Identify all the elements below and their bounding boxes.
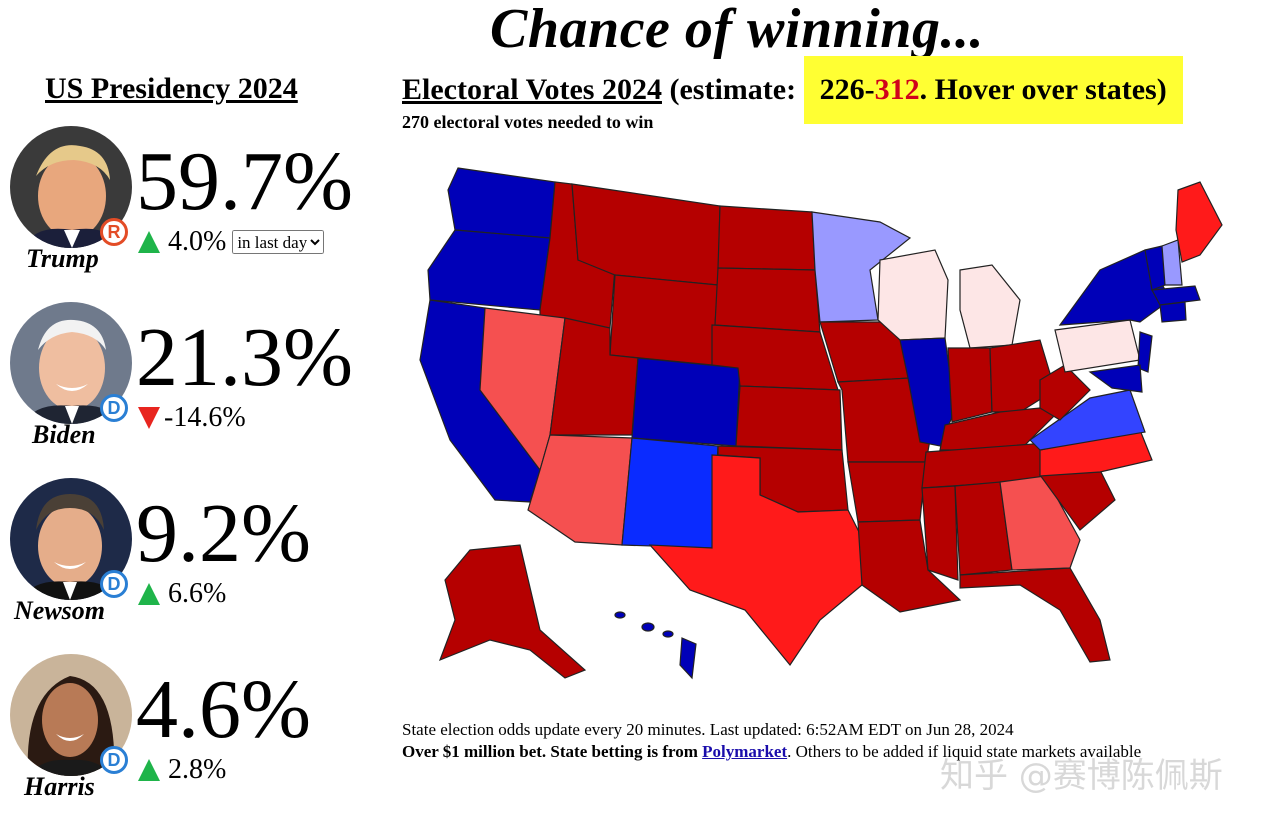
betting-note-rest: . Others to be added if liquid state mar… (787, 742, 1142, 761)
democrat-badge-icon: D (100, 570, 128, 598)
estimate-dash: - (864, 73, 875, 106)
state-arkansas[interactable] (847, 461, 927, 523)
arrow-up-icon (138, 759, 160, 781)
state-maryland[interactable] (1088, 364, 1143, 393)
state-texas[interactable] (648, 454, 863, 667)
state-pennsylvania[interactable] (1054, 319, 1141, 373)
win-percentage: 21.3% (136, 311, 353, 404)
state-oregon[interactable] (427, 229, 551, 311)
state-florida[interactable] (959, 567, 1111, 663)
state-west-virginia[interactable] (1039, 364, 1091, 421)
state-new-jersey[interactable] (1137, 331, 1153, 373)
votes-needed: 270 electoral votes needed to win (402, 112, 654, 132)
candidate-name: Biden (32, 420, 96, 449)
state-south-dakota[interactable] (714, 267, 821, 333)
arrow-down-icon (138, 407, 160, 429)
estimate-high: 312 (874, 73, 920, 106)
watermark: 知乎 @赛博陈佩斯 (940, 756, 1223, 796)
avatar (10, 302, 132, 424)
win-percentage: 4.6% (136, 663, 311, 756)
win-percentage: 59.7% (136, 135, 353, 228)
candidate-biden: D Biden 21.3% -14.6% (10, 302, 390, 472)
state-connecticut[interactable] (1159, 301, 1187, 323)
ev-title: Electoral Votes 2024 (402, 73, 662, 106)
republican-badge-icon: R (100, 218, 128, 246)
state-illinois[interactable] (899, 337, 956, 447)
candidate-trump: R Trump 59.7% 4.0% in last day (10, 126, 390, 296)
state-alaska[interactable] (438, 544, 587, 679)
state-hawaii[interactable] (614, 611, 697, 680)
state-colorado[interactable] (631, 357, 741, 447)
state-indiana[interactable] (947, 347, 993, 423)
state-georgia[interactable] (999, 475, 1081, 571)
change-value: -14.6% (164, 402, 246, 433)
candidate-newsom: D Newsom 9.2% 6.6% (10, 478, 390, 648)
change-value: 2.8% (168, 754, 227, 785)
democrat-badge-icon: D (100, 746, 128, 774)
state-wisconsin[interactable] (877, 249, 949, 341)
betting-note: Over $1 million bet. State betting is fr… (402, 742, 1141, 762)
state-minnesota[interactable] (811, 211, 912, 323)
state-kansas[interactable] (735, 385, 843, 451)
state-michigan[interactable] (959, 264, 1021, 349)
change-row: 6.6% (138, 578, 226, 610)
presidency-heading: US Presidency 2024 (45, 72, 298, 105)
polymarket-link[interactable]: Polymarket (702, 742, 788, 761)
state-massachusetts[interactable] (1151, 285, 1201, 306)
state-mississippi[interactable] (921, 485, 959, 581)
candidate-name: Newsom (14, 596, 105, 625)
page-title: Chance of winning... (490, 0, 984, 60)
state-virginia[interactable] (1029, 389, 1146, 451)
arrow-up-icon (138, 231, 160, 253)
us-electoral-map[interactable] (400, 150, 1230, 690)
estimate-highlight: 226-312. Hover over states) (803, 56, 1183, 124)
change-value: 4.0% (168, 226, 227, 257)
change-row: 2.8% (138, 754, 226, 786)
electoral-votes-heading: Electoral Votes 2024 (estimate: 226-312.… (402, 56, 1183, 124)
betting-note-bold: Over $1 million bet. State betting is fr… (402, 742, 703, 761)
change-value: 6.6% (168, 578, 227, 609)
change-row: -14.6% (138, 402, 246, 434)
estimate-low: 226 (819, 73, 865, 106)
state-ohio[interactable] (989, 339, 1056, 413)
estimate-suffix: . Hover over states) (919, 73, 1167, 106)
state-new-hampshire[interactable] (1161, 239, 1183, 286)
state-new-mexico[interactable] (621, 437, 719, 549)
update-note: State election odds update every 20 minu… (402, 720, 1014, 739)
period-select[interactable]: in last day (232, 230, 325, 254)
state-wyoming[interactable] (609, 274, 719, 366)
win-percentage: 9.2% (136, 487, 311, 580)
democrat-badge-icon: D (100, 394, 128, 422)
state-washington[interactable] (447, 167, 556, 239)
candidate-harris: D Harris 4.6% 2.8% (10, 654, 390, 824)
state-north-dakota[interactable] (717, 205, 816, 271)
estimate-prefix: (estimate: (661, 73, 804, 106)
change-row: 4.0% in last day (138, 226, 325, 258)
state-maine[interactable] (1175, 181, 1223, 263)
arrow-up-icon (138, 583, 160, 605)
candidate-name: Trump (26, 244, 99, 273)
state-louisiana[interactable] (857, 519, 962, 613)
candidate-name: Harris (24, 772, 95, 801)
